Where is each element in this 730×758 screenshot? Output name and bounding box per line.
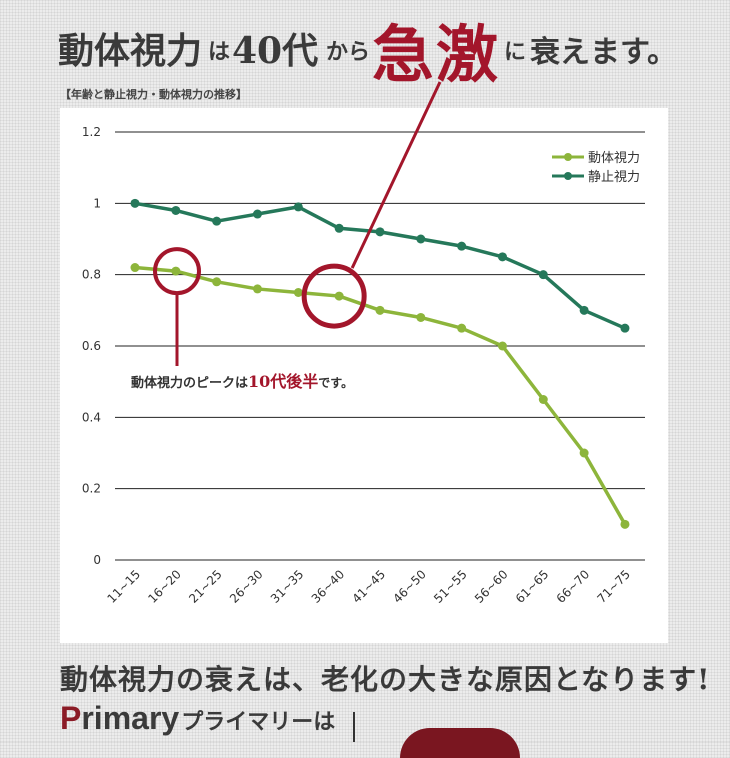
peak-annotation-prefix: 動体視力のピークは — [131, 375, 248, 391]
callouts: 動体視力のピークは10代後半です。 — [131, 81, 442, 391]
data-point — [130, 198, 140, 208]
brand-logo-rest: rimary — [81, 700, 180, 736]
x-tick-label: 11~15 — [105, 567, 144, 606]
y-axis-ticks: 0 0.2 0.4 0.6 0.8 1 1.2 — [82, 125, 101, 567]
legend-label: 動体視力 — [588, 151, 640, 166]
data-point — [620, 323, 630, 333]
data-point — [579, 305, 589, 315]
headline: 動体視力 は 40代 から 急激 に 衰えます。 — [0, 0, 730, 95]
peak-annotation-highlight: 10代後半 — [248, 372, 318, 391]
y-tick-label: 0.2 — [82, 482, 101, 496]
data-point — [497, 252, 507, 262]
data-point — [171, 266, 181, 276]
headline-part1: 動体視力 — [58, 30, 203, 72]
peak-annotation-suffix: です。 — [318, 376, 353, 390]
headline-part4: から — [326, 39, 371, 65]
headline-emphasis: 急激 — [372, 18, 501, 91]
data-point — [293, 202, 303, 212]
series-lines — [130, 198, 630, 529]
y-tick-label: 0.6 — [82, 339, 101, 353]
legend-marker — [564, 153, 572, 161]
y-tick-label: 1 — [93, 196, 101, 210]
headline-part2: は — [208, 39, 231, 65]
line-chart: 0 0.2 0.4 0.6 0.8 1 1.2 11~15 16~20 21~25 26~30 31… — [82, 81, 645, 606]
headline-part7: 衰えます。 — [530, 35, 677, 70]
x-tick-label: 16~20 — [145, 567, 184, 606]
data-point — [375, 305, 385, 315]
chart-panel — [60, 108, 668, 643]
data-point — [293, 288, 303, 297]
y-tick-label: 0.8 — [82, 268, 101, 282]
data-point — [579, 448, 589, 458]
peak-annotation: 動体視力のピークは10代後半です。 — [131, 372, 353, 391]
data-point — [252, 284, 262, 294]
data-point — [497, 341, 507, 351]
brand-logo-initial: P — [60, 700, 82, 736]
legend-label: 静止視力 — [588, 170, 640, 185]
x-tick-label: 26~30 — [227, 567, 266, 606]
data-point — [538, 270, 548, 280]
brand-kana: プライマリーは — [181, 710, 336, 735]
data-point — [212, 277, 222, 287]
headline-part3: 40代 — [232, 30, 319, 72]
brand-logo: Primary — [60, 700, 179, 736]
grid-lines — [115, 131, 645, 561]
data-point — [538, 395, 548, 404]
data-point — [334, 223, 344, 233]
brand-line: Primaryプライマリーは — [60, 700, 335, 737]
x-tick-label: 61~65 — [513, 567, 552, 606]
peak-highlight-circle — [153, 247, 201, 296]
headline-part6: に — [504, 39, 527, 65]
y-tick-label: 1.2 — [82, 125, 101, 139]
data-point — [252, 209, 262, 219]
data-point — [416, 234, 426, 244]
callout-leader — [350, 81, 442, 269]
x-tick-label: 51~55 — [431, 567, 470, 606]
x-tick-label: 56~60 — [472, 567, 511, 606]
x-tick-label: 46~50 — [390, 567, 429, 606]
data-point — [375, 227, 385, 237]
data-point — [620, 519, 630, 529]
x-axis-ticks: 11~15 16~20 21~25 26~30 31~35 36~40 41~45 46~50… — [105, 567, 634, 606]
chart-subtitle: 【年齢と静止視力・動体視力の推移】 — [60, 88, 247, 101]
data-point — [334, 291, 344, 301]
data-point — [457, 241, 467, 251]
data-point — [416, 312, 426, 322]
x-tick-label: 71~75 — [594, 567, 633, 606]
bottom-tagline: 動体視力の衰えは、老化の大きな原因となります! — [60, 663, 711, 696]
data-point — [171, 205, 181, 215]
product-image — [400, 728, 520, 758]
y-tick-label: 0 — [93, 553, 101, 567]
x-tick-label: 36~40 — [309, 567, 348, 606]
y-tick-label: 0.4 — [82, 410, 101, 424]
data-point — [457, 323, 467, 333]
data-point — [212, 216, 222, 226]
x-tick-label: 31~35 — [268, 567, 307, 606]
x-tick-label: 41~45 — [349, 567, 388, 606]
product-divider — [353, 712, 355, 742]
data-point — [130, 263, 140, 273]
x-tick-label: 21~25 — [186, 567, 225, 606]
x-tick-label: 66~70 — [554, 567, 593, 606]
decline-highlight-circle — [301, 263, 367, 329]
legend-marker — [564, 172, 572, 180]
